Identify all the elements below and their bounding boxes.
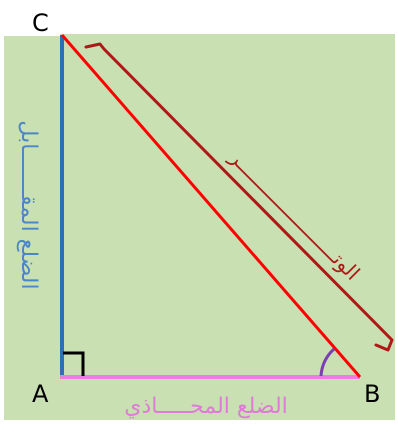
adjacent-side-label: الضلع المحـــــاذي [124,394,288,419]
background-panel [4,34,395,420]
angle-arc-b [319,347,336,377]
vertex-a-label: A [32,380,49,408]
side-cb-hypotenuse [60,34,362,378]
vertex-b-label: B [364,380,380,408]
vertex-c-label: C [32,9,49,37]
right-angle-mark [63,351,85,376]
hypotenuse-bracket [84,42,394,352]
opposite-side-label: الضلع المقـــــــابل [16,120,41,289]
